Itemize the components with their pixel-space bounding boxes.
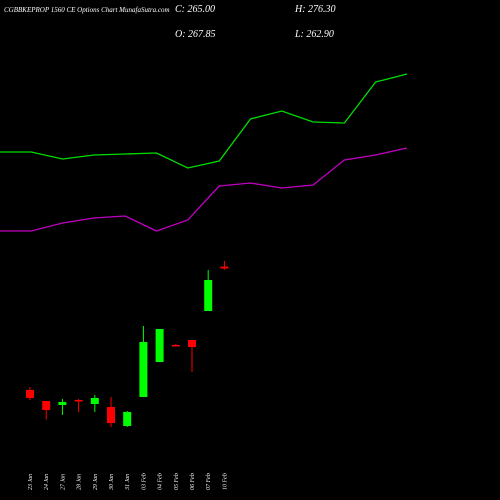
x-tick-label: 24 Jan [43, 474, 50, 490]
x-tick-label: 27 Jan [60, 474, 66, 490]
indicator-line [0, 147, 408, 232]
chart-title: CGBBKEPROP 1560 CE Options Chart MunafaS… [4, 6, 170, 14]
close-label: C: 265.00 [175, 4, 215, 15]
candle-body [90, 397, 99, 405]
x-tick-label: 29 Jan [93, 474, 99, 490]
x-tick-label: 03 Feb [141, 473, 147, 490]
low-label: L: 262.90 [294, 29, 334, 40]
candle-body [204, 280, 213, 312]
x-tick-label: 07 Feb [206, 473, 212, 490]
x-tick-label: 30 Jan [109, 474, 115, 491]
x-tick-label: 05 Feb [174, 473, 180, 490]
candle-body [42, 401, 51, 410]
high-label: H: 276.30 [294, 4, 336, 15]
candle-body [74, 400, 83, 402]
x-tick-label: 10 Feb [222, 473, 228, 490]
candle-body [139, 342, 148, 397]
x-tick-label: 06 Feb [190, 473, 196, 490]
candle-body [58, 402, 67, 405]
candle-body [123, 412, 132, 426]
x-tick-label: 28 Jan [77, 474, 83, 490]
indicator-line [0, 73, 408, 169]
candle-body [26, 390, 34, 398]
x-tick-label: 31 Jan [125, 474, 131, 491]
candle-body [107, 406, 115, 424]
candle-body [171, 344, 180, 347]
x-tick-label: 04 Feb [157, 473, 164, 490]
candle-body [155, 328, 164, 363]
open-label: O: 267.85 [175, 29, 216, 40]
x-tick-label: 23 Jan [28, 474, 34, 490]
candle-body [220, 266, 229, 269]
candle-body [188, 340, 196, 347]
